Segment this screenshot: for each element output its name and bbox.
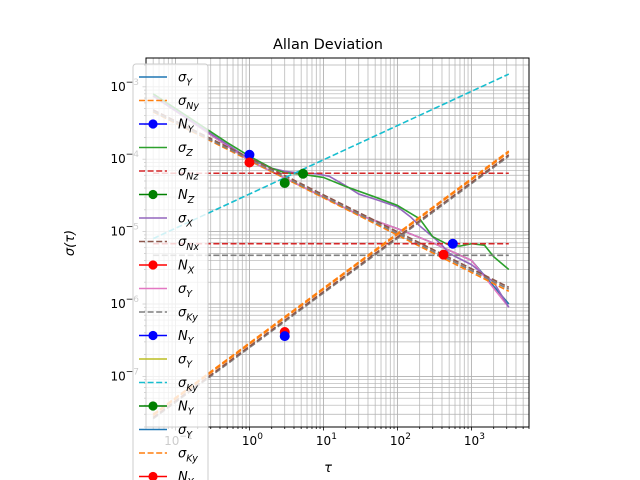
legend-label: σNx <box>178 235 199 253</box>
legend-label: σY <box>178 423 193 441</box>
legend-label: NX <box>178 259 195 277</box>
dashed-series-line <box>152 151 510 416</box>
legend-label: σY <box>178 282 193 300</box>
legend-box <box>132 63 209 480</box>
y-tick-label: 10−5 <box>110 223 139 239</box>
legend-label: NY <box>178 400 195 418</box>
legend-label: σY <box>178 353 193 371</box>
series-layer <box>152 73 510 420</box>
data-point-marker <box>244 157 255 168</box>
legend-marker <box>148 189 158 200</box>
legend-marker <box>148 401 158 411</box>
legend-label: NY <box>178 470 195 480</box>
legend-marker <box>148 330 158 341</box>
marker-layer <box>244 149 458 342</box>
legend-label: σX <box>178 212 193 230</box>
data-point-marker <box>279 331 290 342</box>
chart-title: Allan Deviation <box>273 37 383 53</box>
x-tick-label: 102 <box>390 432 411 448</box>
dashed-series-line <box>152 109 510 289</box>
y-axis-label: σ(τ) <box>63 230 78 256</box>
legend-label: NY <box>178 329 195 347</box>
legend: σY σNy NY σZ σNz NZ σX σNx NX σY σKy NY σY σKy NY σY σKy… <box>132 63 209 480</box>
x-axis-label: τ <box>324 461 332 476</box>
x-tick-label: 103 <box>464 432 485 448</box>
data-point-marker <box>298 168 309 179</box>
y-tick-label: 10−4 <box>110 150 139 166</box>
dashed-series-line <box>152 155 510 420</box>
y-tick-label: 10−7 <box>110 367 139 383</box>
data-point-marker <box>438 249 449 260</box>
dashed-series-line <box>152 110 510 290</box>
data-point-marker <box>447 238 458 249</box>
x-tick-label: 101 <box>316 432 337 448</box>
dashed-series-line <box>152 73 510 240</box>
dashed-series-line <box>152 154 510 419</box>
legend-marker <box>148 471 158 480</box>
legend-label: σKy <box>178 376 198 394</box>
x-tick-label: 100 <box>242 432 263 448</box>
legend-label: σY <box>178 71 193 89</box>
y-tick-label: 10−6 <box>110 295 139 311</box>
legend-marker <box>148 260 158 270</box>
legend-label: σNz <box>178 165 199 183</box>
legend-label: σNy <box>178 94 199 112</box>
dashed-series-line <box>152 111 510 292</box>
legend-label: NY <box>178 118 195 136</box>
legend-marker <box>148 119 158 129</box>
legend-label: NZ <box>178 188 195 206</box>
y-tick-label: 10−3 <box>110 78 139 94</box>
legend-label: σKy <box>178 447 198 465</box>
data-point-marker <box>279 177 290 188</box>
dashed-series-line <box>152 150 510 415</box>
legend-label: σZ <box>178 141 193 159</box>
legend-label: σKy <box>178 306 198 324</box>
